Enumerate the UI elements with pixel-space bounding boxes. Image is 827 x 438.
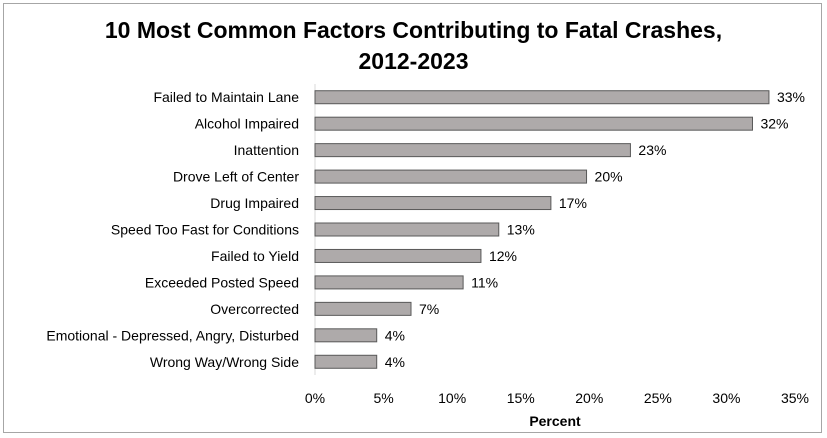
category-label: Alcohol Impaired xyxy=(195,116,299,132)
data-label: 12% xyxy=(489,248,517,264)
category-label: Emotional - Depressed, Angry, Disturbed xyxy=(46,327,299,343)
bar xyxy=(314,116,753,131)
data-label: 4% xyxy=(385,354,405,370)
data-label: 17% xyxy=(559,195,587,211)
x-tick-label: 30% xyxy=(712,390,740,406)
x-tick-label: 5% xyxy=(373,390,393,406)
category-label: Failed to Maintain Lane xyxy=(153,89,299,105)
x-axis-title: Percent xyxy=(529,413,581,429)
category-label: Wrong Way/Wrong Side xyxy=(150,354,299,370)
data-label: 13% xyxy=(507,222,535,238)
bar xyxy=(314,275,464,290)
category-label: Speed Too Fast for Conditions xyxy=(111,222,299,238)
x-tick-label: 0% xyxy=(305,390,325,406)
bar xyxy=(314,90,770,105)
bar xyxy=(314,143,631,158)
category-label: Inattention xyxy=(234,142,299,158)
bar xyxy=(314,169,588,184)
bar xyxy=(314,354,378,369)
data-label: 23% xyxy=(638,142,666,158)
data-label: 33% xyxy=(777,89,805,105)
category-label: Drug Impaired xyxy=(210,195,299,211)
category-label: Overcorrected xyxy=(210,301,299,317)
chart-frame xyxy=(3,3,822,433)
x-tick-label: 15% xyxy=(507,390,535,406)
x-tick-label: 35% xyxy=(781,390,809,406)
bar xyxy=(314,248,482,263)
bar xyxy=(314,222,500,237)
x-tick-label: 10% xyxy=(438,390,466,406)
chart-title-line-2: 2012-2023 xyxy=(358,48,469,74)
bar xyxy=(314,196,552,211)
data-label: 4% xyxy=(385,327,405,343)
bar xyxy=(314,301,412,316)
category-label: Exceeded Posted Speed xyxy=(145,274,299,290)
bar xyxy=(314,328,378,343)
data-label: 7% xyxy=(419,301,439,317)
data-label: 11% xyxy=(471,274,498,290)
category-label: Drove Left of Center xyxy=(173,169,299,185)
x-tick-label: 20% xyxy=(575,390,603,406)
category-label: Failed to Yield xyxy=(211,248,299,264)
x-tick-label: 25% xyxy=(644,390,672,406)
data-label: 20% xyxy=(595,169,623,185)
chart-title-line-1: 10 Most Common Factors Contributing to F… xyxy=(104,17,723,43)
data-label: 32% xyxy=(760,116,788,132)
